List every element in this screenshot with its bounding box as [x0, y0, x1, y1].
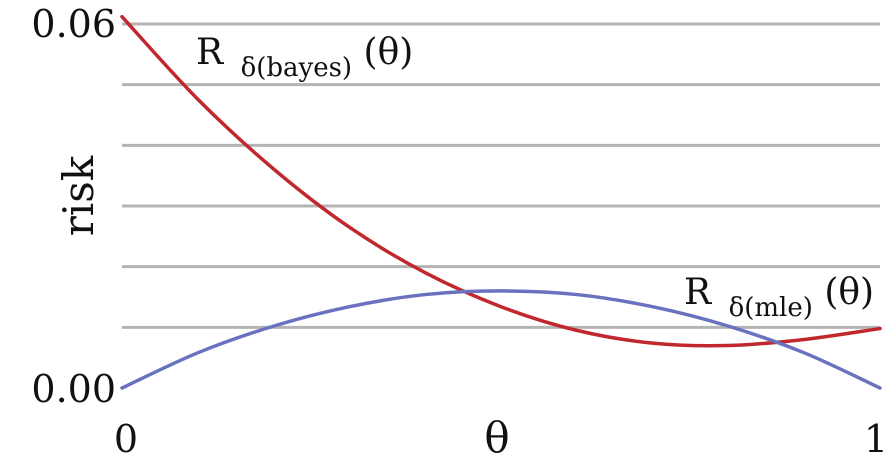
x-tick-label-left: 0 [114, 417, 138, 461]
series-label-bayes-sub: δ(bayes) [241, 53, 353, 83]
series-label-mle-tail: (θ) [824, 272, 874, 313]
y-tick-label-bottom: 0.00 [31, 367, 116, 411]
series-lines [120, 14, 882, 390]
x-tick-label-right: 1 [864, 417, 888, 461]
series-label-bayes-tail: (θ) [364, 32, 414, 73]
series-line-mle [120, 289, 882, 390]
series-label-mle-main: R [684, 272, 712, 313]
y-tick-label-top: 0.06 [31, 2, 116, 46]
series-label-mle-sub: δ(mle) [729, 293, 813, 323]
series-line-bayes [120, 14, 882, 348]
series-label-bayes-main: R [196, 32, 224, 73]
gridlines [122, 22, 880, 329]
x-axis-label: θ [484, 413, 509, 462]
series-label-mle: R δ(mle) (θ) [684, 272, 874, 325]
y-axis-label: risk [54, 155, 103, 236]
series-label-bayes: R δ(bayes) (θ) [196, 32, 413, 85]
